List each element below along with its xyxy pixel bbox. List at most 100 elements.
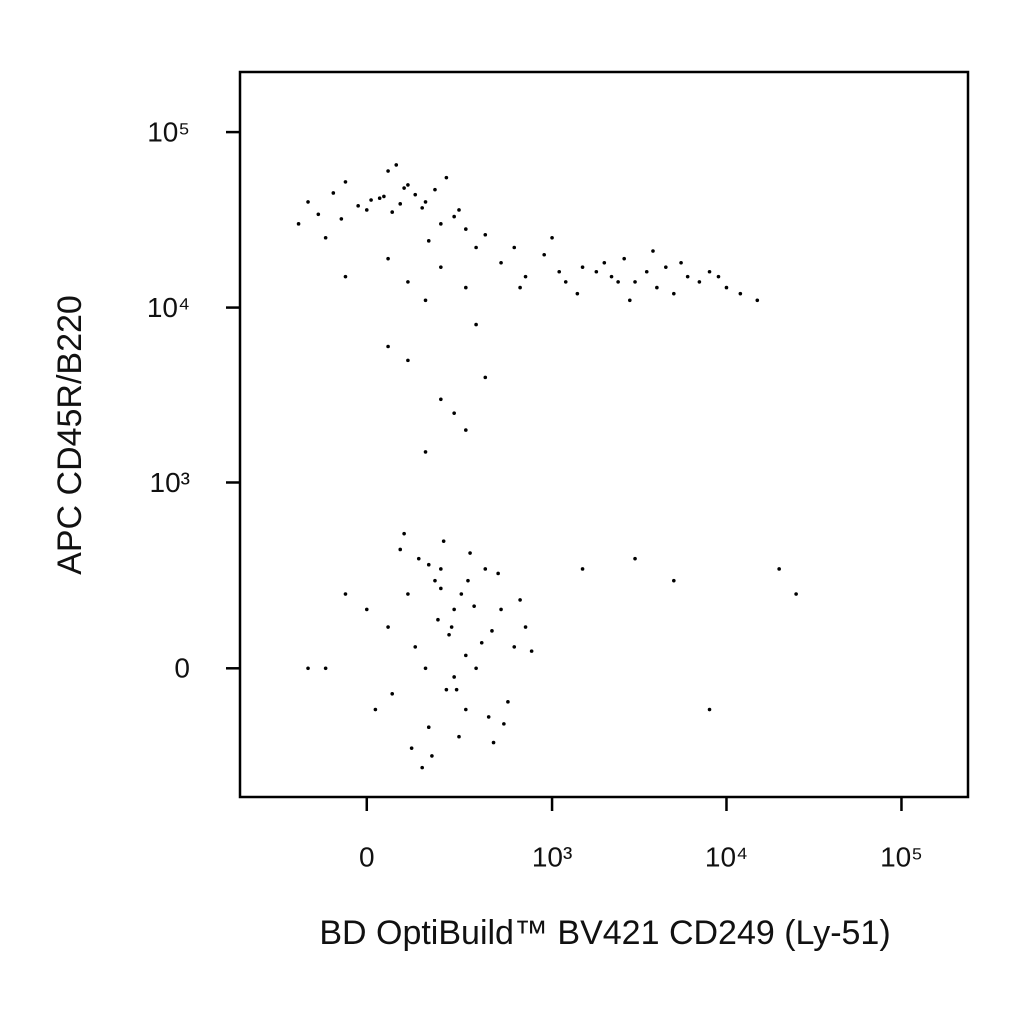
event-dot [490, 629, 494, 633]
event-dot [331, 191, 336, 195]
event-dot [413, 645, 418, 649]
event-dot [502, 722, 506, 726]
event-dot [447, 632, 451, 637]
event-dot [406, 280, 410, 284]
event-dot [479, 640, 484, 645]
event-dot [406, 592, 410, 596]
event-dot [529, 649, 534, 653]
event-dot [452, 214, 456, 219]
event-dot [557, 269, 562, 274]
event-dot [441, 539, 446, 543]
event-dot [523, 625, 528, 629]
event-dot [439, 265, 443, 269]
event-dot [452, 675, 456, 679]
event-dot [651, 249, 655, 253]
event-dot [755, 298, 760, 303]
event-dot [433, 187, 437, 192]
event-dot [420, 206, 424, 210]
event-dot [474, 666, 478, 671]
event-dot [406, 183, 410, 187]
event-dot [594, 269, 599, 274]
event-dot [369, 198, 373, 202]
event-dot [457, 208, 461, 212]
event-dot [506, 700, 510, 704]
event-dot [580, 567, 585, 571]
x-tick-label: 10³ [532, 841, 572, 872]
event-dot [343, 592, 348, 596]
event-dot [413, 192, 418, 197]
event-dot [512, 645, 517, 649]
event-dot [454, 687, 459, 692]
event-dot [386, 344, 390, 349]
event-dot [738, 291, 743, 296]
event-dot [464, 707, 468, 712]
event-dot [644, 269, 649, 274]
event-dot [474, 245, 478, 250]
event-dot [316, 212, 321, 217]
event-dot [444, 175, 449, 180]
event-dot [439, 222, 443, 226]
event-dot [794, 592, 798, 596]
y-axis-title: APC CD45R/B220 [51, 295, 89, 575]
event-dot [406, 358, 410, 363]
event-dot [398, 547, 403, 552]
event-dot [563, 280, 568, 284]
event-dot [616, 280, 620, 284]
event-dot [655, 285, 659, 290]
event-dot [466, 578, 470, 583]
event-dot [499, 260, 503, 265]
event-dot [426, 725, 431, 730]
event-dot [664, 265, 668, 269]
event-dot [439, 586, 443, 591]
event-dot [364, 208, 369, 212]
event-dot [306, 200, 310, 204]
event-dot [628, 298, 632, 303]
event-dot [491, 740, 496, 745]
y-tick-label: 10³ [150, 467, 190, 498]
event-dot [356, 204, 360, 208]
event-dot [672, 578, 676, 583]
event-dot [398, 202, 403, 206]
event-dot [518, 285, 522, 290]
event-dot [423, 200, 428, 204]
event-dot [343, 180, 348, 184]
event-dot [420, 765, 424, 770]
event-dot [423, 450, 428, 454]
event-dot [390, 210, 395, 214]
event-dot [518, 598, 522, 602]
x-tick-label: 0 [359, 841, 375, 872]
event-dot [449, 625, 454, 629]
event-dot [672, 291, 676, 296]
event-dot [464, 285, 468, 290]
event-dot [364, 607, 369, 612]
event-dot [426, 562, 431, 567]
event-dot [430, 754, 434, 758]
x-tick-label: 10⁵ [880, 841, 923, 872]
event-dot [459, 592, 464, 596]
event-dot [423, 298, 428, 303]
event-dot [386, 169, 390, 173]
event-dot [697, 280, 702, 284]
event-dot [373, 707, 378, 712]
event-dot [444, 687, 449, 692]
event-dot [409, 746, 414, 750]
event-dot [523, 274, 528, 279]
event-dot [457, 734, 461, 739]
event-dot [323, 235, 328, 240]
event-dot [633, 280, 637, 284]
event-dot [602, 260, 607, 265]
event-dot [423, 666, 428, 671]
event-dot [386, 256, 390, 261]
event-dot [777, 567, 781, 571]
event-dot [633, 556, 637, 561]
event-dot [580, 265, 585, 269]
event-dot [486, 715, 491, 719]
x-tick-label: 10⁴ [705, 841, 748, 872]
event-dot [452, 411, 456, 415]
event-dot [343, 274, 348, 279]
event-dot [386, 625, 390, 629]
event-dot [468, 551, 472, 555]
event-dot [716, 274, 721, 279]
